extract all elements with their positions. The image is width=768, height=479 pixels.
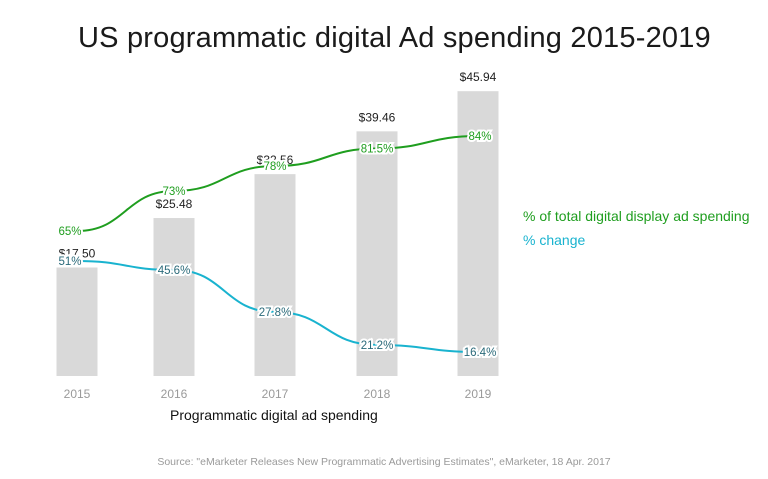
bar-value-label: $17.50: [59, 247, 96, 261]
bar-2018: [356, 131, 398, 376]
share-point-label: 78%: [263, 161, 286, 173]
change-point-label: 45.6%: [158, 265, 191, 277]
legend-percent-change: % change: [523, 232, 586, 248]
bar-2015: [56, 267, 98, 376]
x-tick-label: 2018: [364, 387, 391, 401]
legend-share-of-display: % of total digital display ad spending: [523, 208, 750, 224]
line-percent-change: [76, 260, 479, 353]
line-share-of-display: [76, 135, 479, 232]
change-point-label: 21.2%: [361, 340, 394, 352]
chart-title: US programmatic digital Ad spending 2015…: [78, 22, 711, 54]
share-point-label: 81.5%: [361, 144, 394, 156]
x-tick-label: 2017: [262, 387, 289, 401]
x-tick-label: 2016: [161, 387, 188, 401]
bar-value-label: $32.56: [257, 153, 294, 167]
bar-value-label: $25.48: [156, 197, 193, 211]
bar-2019: [457, 91, 499, 376]
bar-value-label: $45.94: [460, 70, 497, 84]
share-point-label: 73%: [162, 186, 185, 198]
x-tick-label: 2019: [465, 387, 492, 401]
source-note: Source: "eMarketer Releases New Programm…: [157, 456, 611, 468]
share-point-label: 84%: [468, 131, 491, 143]
change-point-label: 16.4%: [464, 347, 497, 359]
bar-2016: [153, 218, 195, 376]
change-point-label: 51%: [58, 256, 81, 268]
share-point-label: 65%: [58, 226, 81, 238]
x-axis-label: Programmatic digital ad spending: [170, 407, 378, 423]
change-point-label: 27.8%: [259, 307, 292, 319]
x-tick-label: 2015: [64, 387, 91, 401]
bar-2017: [254, 174, 296, 376]
bar-value-label: $39.46: [359, 110, 396, 124]
